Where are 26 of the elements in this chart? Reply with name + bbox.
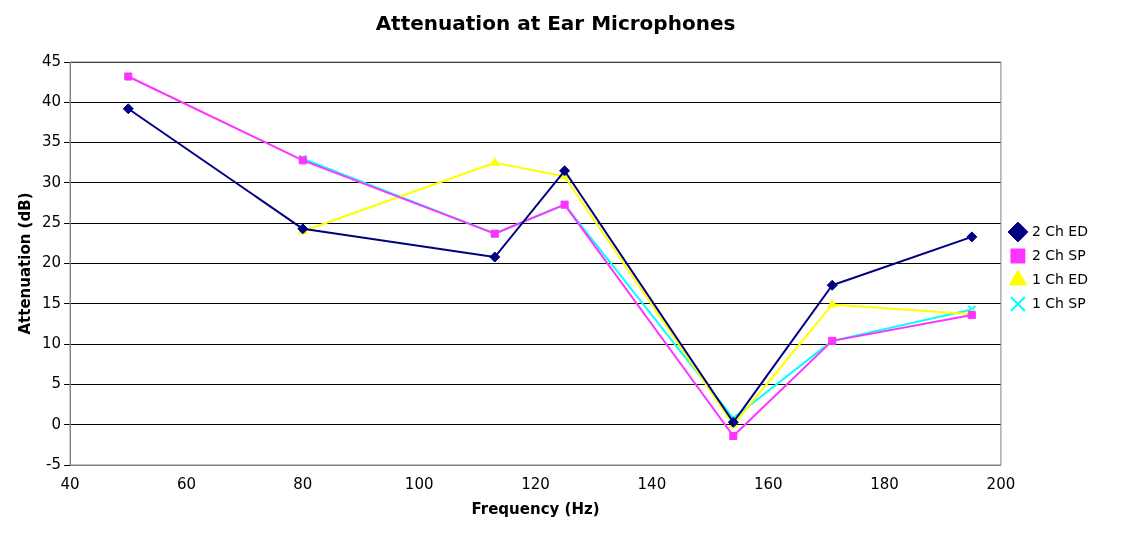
y-tick-label: 20 — [41, 253, 62, 272]
x-tick-label: 120 — [521, 474, 550, 493]
y-axis-title: Attenuation (dB) — [15, 192, 34, 335]
y-tick-label: 0 — [51, 414, 62, 433]
y-tick-label: 45 — [41, 51, 62, 70]
x-tick-label: 100 — [404, 474, 434, 493]
y-tick-label: 10 — [41, 333, 62, 352]
x-tick-label: 160 — [753, 474, 783, 493]
legend-label: 1 Ch SP — [1031, 294, 1086, 311]
y-tick-label: 15 — [41, 293, 62, 312]
x-tick-label: 200 — [986, 474, 1016, 493]
x-tick-label: 140 — [637, 474, 667, 493]
y-tick-label: -5 — [46, 454, 62, 473]
x-axis-title: Frequency (Hz) — [471, 499, 600, 518]
x-tick-label: 180 — [870, 474, 899, 493]
legend-label: 2 Ch SP — [1031, 246, 1086, 263]
chart-title: Attenuation at Ear Microphones — [375, 11, 736, 36]
y-tick-label: 30 — [41, 172, 62, 191]
y-tick-label: 5 — [51, 374, 62, 393]
legend-label: 1 Ch ED — [1031, 270, 1089, 287]
x-tick-label: 60 — [176, 474, 196, 493]
y-tick-label: 35 — [41, 132, 62, 151]
legend-label: 2 Ch ED — [1031, 222, 1089, 239]
y-tick-label: 25 — [41, 213, 62, 232]
y-tick-label: 40 — [41, 92, 62, 111]
x-tick-label: 80 — [293, 474, 313, 493]
